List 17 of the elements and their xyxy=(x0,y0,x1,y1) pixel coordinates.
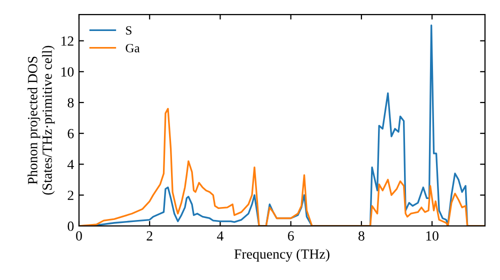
x-tick-label: 4 xyxy=(217,231,224,240)
y-tick-label: 8 xyxy=(68,98,74,108)
x-axis-title: Frequency (THz) xyxy=(234,248,330,262)
y-tick-label: 6 xyxy=(68,129,74,138)
y-tick-label: 10 xyxy=(61,67,74,77)
legend-label: S xyxy=(126,26,132,35)
y-tick-label: 0 xyxy=(68,222,74,231)
x-tick-label: 0 xyxy=(76,231,82,241)
y-axis-title: Phonon projected DOS (States/THz·primitive cell) xyxy=(28,46,55,195)
y-tick-label: 2 xyxy=(68,190,74,200)
y-tick-label: 12 xyxy=(61,36,74,46)
legend-label: Ga xyxy=(126,44,140,52)
x-tick-label: 8 xyxy=(358,231,364,241)
x-tick-label: 2 xyxy=(146,231,152,240)
x-tick-label: 10 xyxy=(426,231,438,241)
y-tick-label: 4 xyxy=(67,160,74,170)
x-tick-label: 6 xyxy=(288,231,294,241)
